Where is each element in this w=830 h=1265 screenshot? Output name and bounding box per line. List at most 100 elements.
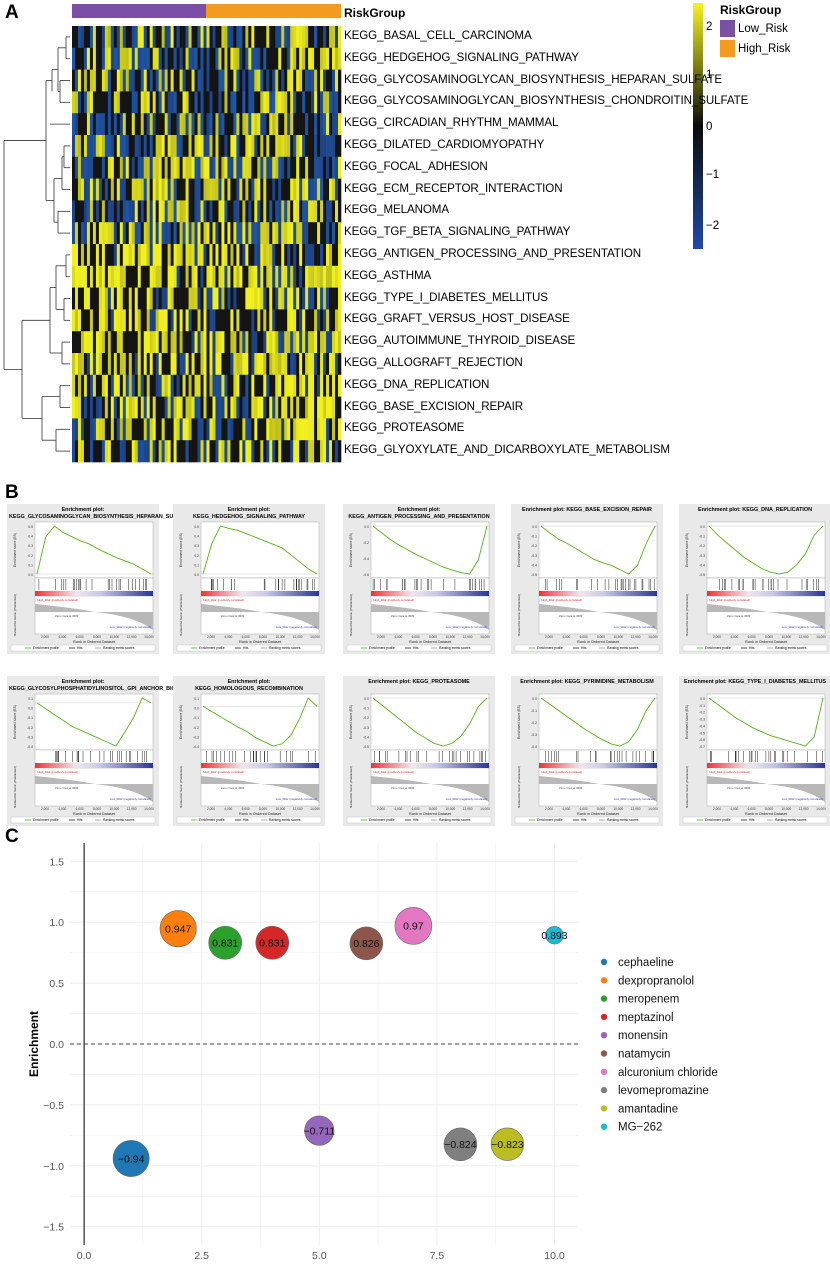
gsea-x-tick: 14,000 [648,635,658,639]
gsea-y-tick: 0.0 [28,707,33,711]
gsea-legend-hits: Hits [77,818,83,822]
gsea-legend-metric: Ranking metric scores [269,818,301,822]
y-tick-label: 0.5 [49,978,64,990]
gsea-x-tick: 14,000 [816,807,826,811]
pathway-label: KEGG_ASTHMA [344,268,432,282]
x-tick-label: 5.0 [312,1250,327,1262]
bubble-value-label: 0.893 [541,930,567,942]
gsea-y-tick: -0.1 [27,716,33,720]
legend-dot [600,1068,608,1075]
pathway-label: KEGG_ANTIGEN_PROCESSING_AND_PRESENTATION [344,247,642,260]
gsea-x-tick: 2,000 [207,807,215,811]
gsea-y-tick: -0.3 [27,735,33,739]
gsea-legend-metric: Ranking metric scores [775,646,807,650]
gsea-high-label: 'High_Risk' (positively correlated) [37,770,78,774]
gsea-x-tick: 6,000 [748,635,756,639]
gsea-plot-svg: 0.0 -0.1 -0.2 -0.3 -0.4 -0.5 2,000 4,000 6,000 8,… [514,521,660,652]
gsea-x-tick: 6,000 [580,635,588,639]
gsea-low-label: 'Low_Risk' (negatively correlated) [275,625,317,629]
gsea-x-tick: 4,000 [224,807,232,811]
gsea-legend-profile: Enrichment profile [33,818,59,822]
y-tick-label: 0.0 [49,1039,64,1051]
gsea-legend-profile: Enrichment profile [537,646,563,650]
gsea-plot-svg: 0.0 -0.1 -0.2 -0.3 -0.4 2,000 4,000 6,000 8,000 1… [514,693,660,824]
gsea-y-tick: -0.7 [699,745,705,749]
gsea-y-label: Enrichment score (ES) [349,705,353,739]
gsea-y-tick: -0.3 [531,733,537,737]
gsea-legend-profile: Enrichment profile [33,646,59,650]
pathway-label: KEGG_GLYCOSAMINOGLYCAN_BIOSYNTHESIS_HEPA… [344,72,723,86]
gsea-legend-hits: Hits [581,818,587,822]
gsea-plot-title: Enrichment plot: KEGG_DNA_REPLICATION [697,507,812,513]
enrichment-curve [36,697,152,747]
gsea-x-tick: 10,000 [613,635,623,639]
gsea-x-label: Rank in Ordered Dataset [409,640,452,644]
gsea-low-label: 'Low_Risk' (negatively correlated) [109,625,151,629]
pathway-label: KEGG_FOCAL_ADHESION [344,159,488,173]
gsea-x-label: Rank in Ordered Dataset [577,640,620,644]
gsea-plot-title: Enrichment plot: KEGG_PROTEASOME [368,679,470,685]
scale-tick-m1: −1 [706,169,720,181]
gsea-x-tick: 12,000 [463,635,473,639]
gsea-y-tick: 0.3 [194,544,199,548]
gsea-y-label: Enrichment score (ES) [517,533,521,567]
legend-label: meropenem [618,994,679,1006]
gsea-legend-hits: Hits [749,646,755,650]
gsea-y-tick: -0.1 [363,707,369,711]
pathway-label: KEGG_HEDGEHOG_SIGNALING_PATHWAY [344,50,579,64]
bubble-value-label: −0.94 [118,1153,145,1165]
gsea-plot-svg: 0.0 -0.1 -0.2 -0.3 -0.4 -0.5 2,000 4,000 6,000 8,… [346,693,492,824]
heatmap-legend-title: RiskGroup [720,3,782,17]
gsea-x-tick: 12,000 [799,635,809,639]
gsea-plot: Enrichment plot: KEGG_DNA_REPLICATION 0.0… [679,504,830,654]
gsea-x-tick: 14,000 [310,635,320,639]
gsea-zero-cross: Zero cross at 3683 [221,614,245,618]
gsea-y-tick: -0.6 [699,738,705,742]
gsea-low-label: 'Low_Risk' (negatively correlated) [613,797,655,801]
gsea-x-label: Rank in Ordered Dataset [239,640,282,644]
gsea-y-tick: 0.5 [194,525,199,529]
gsea-y-tick: -0.1 [699,704,705,708]
gsea-x-tick: 4,000 [562,807,570,811]
bubble-point [545,926,564,945]
gsea-legend-metric: Ranking metric scores [439,818,471,822]
pathway-label: KEGG_BASE_EXCISION_REPAIR [344,399,523,413]
bubble-point [112,1140,150,1177]
y-tick-label: 1.0 [49,917,64,929]
gsea-x-tick: 14,000 [144,807,154,811]
gsea-low-label: 'Low_Risk' (negatively correlated) [109,797,151,801]
gsea-x-tick: 10,000 [275,807,285,811]
enrichment-curve [202,697,318,747]
gsea-y-tick: -0.3 [193,735,199,739]
gsea-y-tick: -0.4 [27,745,33,749]
legend-label: dexpropranolol [618,975,694,987]
gsea-legend-profile: Enrichment profile [369,646,395,650]
gsea-x-label: Rank in Ordered Dataset [745,812,788,816]
bubble-value-label: −0.823 [491,1139,524,1151]
gsea-high-label: 'High_Risk' (positively correlated) [709,770,750,774]
x-tick-label: 0.0 [77,1250,92,1262]
enrichment-curve [708,525,824,575]
gsea-x-tick: 4,000 [58,807,66,811]
gsea-y-label2: Ranked list metric (PreRanked) [349,766,353,808]
x-tick-label: 2.5 [194,1250,209,1262]
gsea-legend-profile: Enrichment profile [705,818,731,822]
gsea-plot-title: Enrichment plot: KEGG_BASE_EXCISION_REPA… [522,507,652,513]
gsea-zero-cross: Zero cross at 3683 [391,614,415,618]
gsea-y-label: Enrichment score (ES) [13,533,17,567]
gsea-high-label: 'High_Risk' (positively correlated) [541,598,582,602]
gsea-plot-title: Enrichment plot: KEGG_HEDGEHOG_SIGNALING… [193,507,305,520]
gsea-y-tick: 0.0 [194,707,199,711]
legend-high-risk: High_Risk [738,43,791,55]
gsea-y-tick: 0.0 [364,525,369,529]
gsea-y-label: Enrichment score (ES) [685,705,689,739]
gsea-plot-svg: 0.5 0.4 0.3 0.2 0.1 0.0 2,000 4,000 6,000 8,000 10… [10,521,156,652]
gsea-x-tick: 4,000 [562,635,570,639]
gsea-plot-title: Enrichment plot: KEGG_PYRIMIDINE_METABOL… [520,679,654,685]
enrichment-curve [36,525,152,575]
gsea-y-tick: 0.0 [364,697,369,701]
bubble-point [394,907,433,945]
enrichment-curve [708,697,824,747]
gsea-y-label: Enrichment score (ES) [179,533,183,567]
gsea-plot: Enrichment plot: KEGG_HOMOLOGOUS_RECOMBI… [173,676,325,826]
